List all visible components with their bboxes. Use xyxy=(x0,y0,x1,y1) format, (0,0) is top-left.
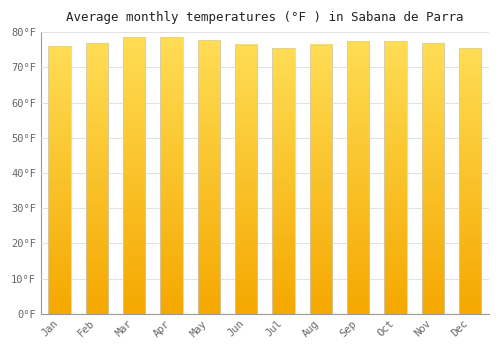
Bar xyxy=(384,41,407,314)
Bar xyxy=(459,48,481,314)
Bar xyxy=(48,46,71,314)
Bar xyxy=(422,43,444,314)
Bar xyxy=(123,37,146,314)
Bar xyxy=(347,41,370,314)
Bar xyxy=(86,43,108,314)
Bar xyxy=(272,48,295,314)
Bar xyxy=(160,37,183,314)
Bar xyxy=(310,44,332,314)
Bar xyxy=(235,44,258,314)
Title: Average monthly temperatures (°F ) in Sabana de Parra: Average monthly temperatures (°F ) in Sa… xyxy=(66,11,464,24)
Bar xyxy=(198,40,220,314)
